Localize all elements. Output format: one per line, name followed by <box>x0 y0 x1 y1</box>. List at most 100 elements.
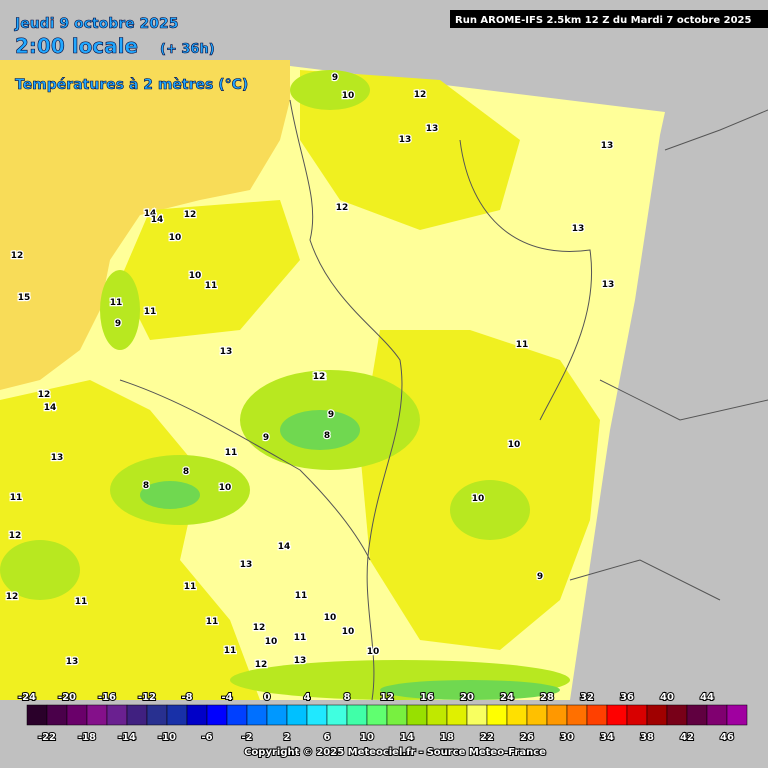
warm-areas <box>0 70 600 700</box>
legend-tick-label: 46 <box>720 732 734 743</box>
legend-swatch <box>646 704 668 726</box>
cold-areas <box>140 410 560 700</box>
legend-tick-label: 32 <box>580 692 594 703</box>
legend-tick-label: 0 <box>264 692 271 703</box>
contour-label: 10 <box>265 637 278 647</box>
legend-swatch <box>86 704 108 726</box>
legend-tick-label: -16 <box>98 692 116 703</box>
legend-tick-label: -20 <box>58 692 76 703</box>
contour-label: 12 <box>253 623 266 633</box>
legend-tick-label: 12 <box>380 692 394 703</box>
contour-label: 12 <box>6 592 19 602</box>
legend-swatch <box>266 704 288 726</box>
legend-tick-label: -12 <box>138 692 156 703</box>
sea-area <box>0 60 290 390</box>
legend-tick-label: 44 <box>700 692 714 703</box>
run-banner <box>450 10 768 28</box>
contour-label: 14 <box>278 542 291 552</box>
date: Jeudi 9 octobre 2025 <box>14 16 178 32</box>
contour-label: 11 <box>75 597 88 607</box>
legend-tick-label: 26 <box>520 732 534 743</box>
legend-swatch <box>246 704 268 726</box>
contour-label: 10 <box>508 440 521 450</box>
legend-tick-label: 42 <box>680 732 694 743</box>
contour-label: 12 <box>11 251 24 261</box>
legend-swatch <box>226 704 248 726</box>
legend-tick-label: 8 <box>344 692 351 703</box>
legend-swatch <box>586 704 608 726</box>
legend-swatch <box>426 704 448 726</box>
lead-time: (+ 36h) <box>160 42 215 57</box>
field-name: Températures à 2 mètres (°C) <box>15 77 248 93</box>
contour-label: 11 <box>516 340 529 350</box>
contour-label: 14 <box>44 403 57 413</box>
contour-label: 9 <box>115 319 121 329</box>
legend-tick-label: -14 <box>118 732 136 743</box>
legend-swatch <box>26 704 48 726</box>
legend-tick-label: 10 <box>360 732 374 743</box>
legend-swatch <box>166 704 188 726</box>
legend-tick-label: 40 <box>660 692 674 703</box>
legend-tick-label: 34 <box>600 732 614 743</box>
legend-tick-label: 14 <box>400 732 414 743</box>
contour-label: 10 <box>342 627 355 637</box>
legend-swatch <box>106 704 128 726</box>
legend-tick-label: 2 <box>284 732 291 743</box>
legend-swatch <box>626 704 648 726</box>
contour-label: 9 <box>263 433 269 443</box>
legend-tick-label: -6 <box>201 732 212 743</box>
contour-label: 12 <box>255 660 268 670</box>
legend-swatch <box>546 704 568 726</box>
legend-tick-label: 30 <box>560 732 574 743</box>
contour-label: 13 <box>572 224 585 234</box>
run-info: Run AROME-IFS 2.5km 12 Z du Mardi 7 octo… <box>455 15 751 26</box>
contour-label: 13 <box>240 560 253 570</box>
legend-swatch <box>506 704 528 726</box>
contour-label: 8 <box>324 431 330 441</box>
contour-label: 15 <box>18 293 31 303</box>
legend-swatch <box>206 704 228 726</box>
legend-swatch <box>486 704 508 726</box>
copyright: Copyright © 2025 Meteociel.fr - Source M… <box>244 747 546 758</box>
contour-label: 12 <box>414 90 427 100</box>
legend-tick-label: 24 <box>500 692 514 703</box>
contour-label: 10 <box>189 271 202 281</box>
legend-swatch <box>366 704 388 726</box>
contour-label: 13 <box>294 656 307 666</box>
legend-tick-label: 18 <box>440 732 454 743</box>
legend-tick-label: -4 <box>221 692 232 703</box>
contour-label: 11 <box>295 591 308 601</box>
contour-label: 13 <box>220 347 233 357</box>
legend-tick-label: -22 <box>38 732 56 743</box>
time: 2:00 locale <box>15 34 138 58</box>
legend-swatch <box>446 704 468 726</box>
contour-label: 8 <box>183 467 189 477</box>
contour-label: 9 <box>328 410 334 420</box>
contour-label: 9 <box>332 73 338 83</box>
legend-swatch <box>186 704 208 726</box>
contour-label: 10 <box>324 613 337 623</box>
legend-swatch <box>606 704 628 726</box>
legend-tick-label: 36 <box>620 692 634 703</box>
legend-swatch <box>686 704 708 726</box>
contour-label: 13 <box>602 280 615 290</box>
legend-tick-label: 28 <box>540 692 554 703</box>
contour-label: 11 <box>205 281 218 291</box>
borders <box>119 99 768 701</box>
legend-swatch <box>306 704 328 726</box>
legend-tick-label: -18 <box>78 732 96 743</box>
contour-label: 10 <box>472 494 485 504</box>
contour-label: 12 <box>9 531 22 541</box>
legend-tick-label: 4 <box>304 692 311 703</box>
legend-swatch <box>406 704 428 726</box>
legend-swatch <box>46 704 68 726</box>
contour-label: 11 <box>224 646 237 656</box>
contour-label: 11 <box>225 448 238 458</box>
contour-label: 12 <box>38 390 51 400</box>
legend-swatch <box>326 704 348 726</box>
legend-swatch <box>726 704 748 726</box>
legend-tick-label: 16 <box>420 692 434 703</box>
contour-label: 12 <box>314 372 327 382</box>
contour-label: 9 <box>537 572 543 582</box>
